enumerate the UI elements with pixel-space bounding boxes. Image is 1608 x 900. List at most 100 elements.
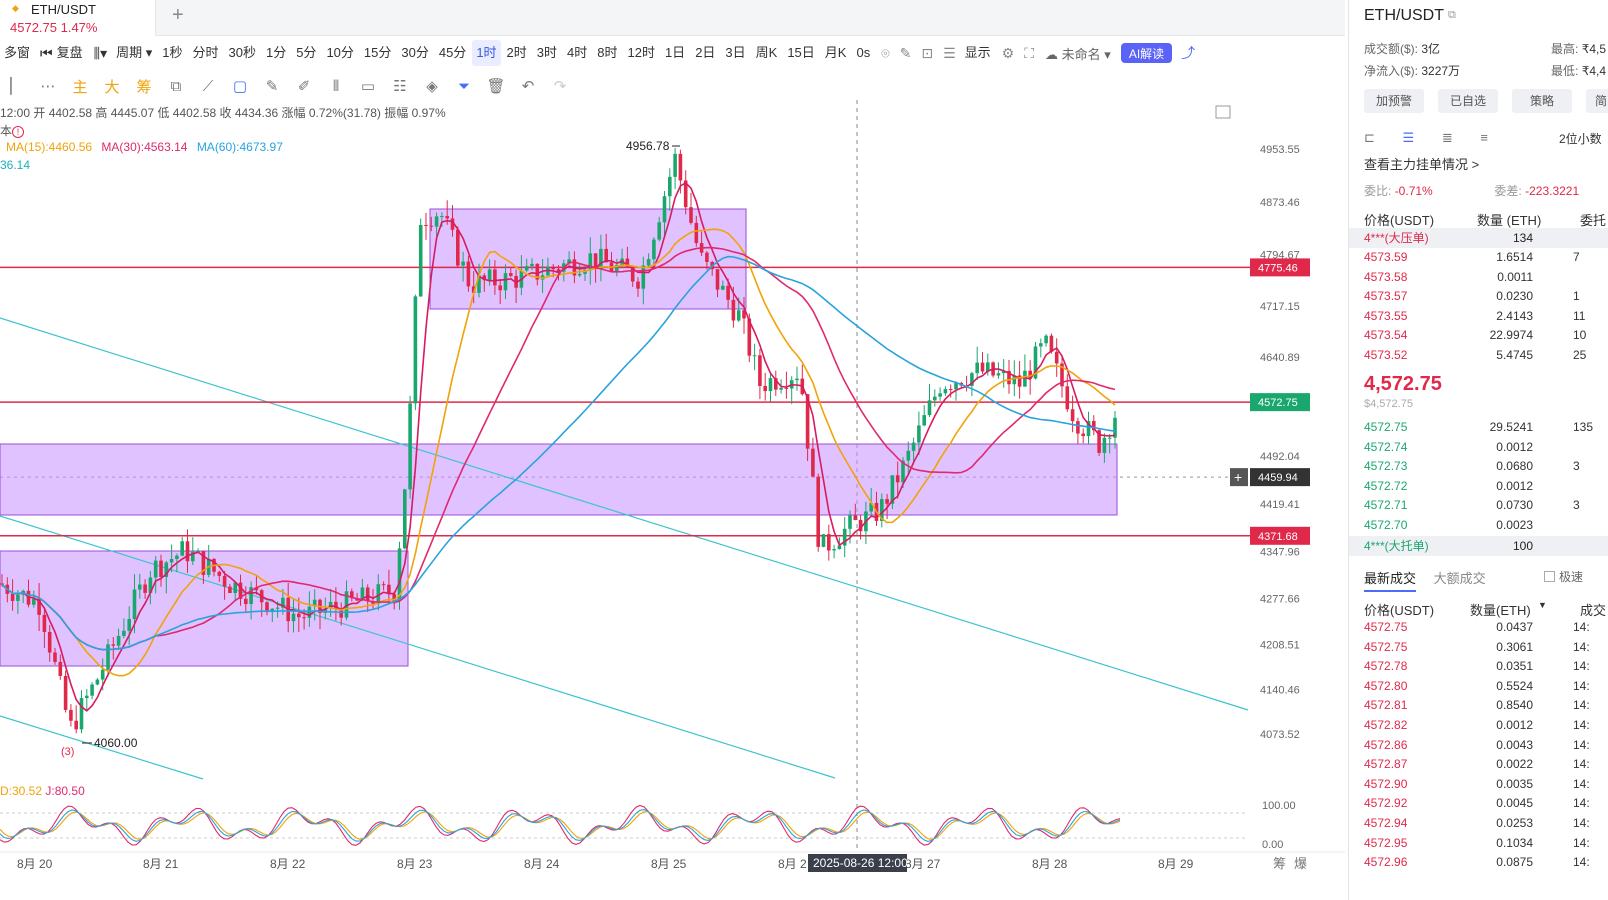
price-chart[interactable]: 4953.554873.464794.674717.154640.894492.… — [0, 0, 1345, 900]
list-item[interactable]: 4572.75 0.0437 14: — [1349, 618, 1608, 638]
interval-12[interactable]: 1时 — [472, 40, 501, 66]
indicator-chips[interactable]: 筹 — [136, 78, 152, 96]
list-item[interactable]: 4572.73 0.0680 3 — [1349, 457, 1608, 477]
book-bids-icon[interactable]: ≡ — [1480, 130, 1488, 145]
book-asks-icon[interactable]: ≣ — [1441, 130, 1453, 145]
trendline-upper[interactable] — [0, 317, 1249, 711]
interval-22[interactable]: 15日 — [787, 45, 815, 60]
interval-7[interactable]: 5分 — [296, 45, 317, 60]
note-icon[interactable]: ☷ — [393, 78, 407, 95]
list-item[interactable]: 4573.54 22.9974 10 — [1349, 326, 1608, 346]
book-split-icon[interactable]: ☰ — [1402, 130, 1415, 145]
copy-icon[interactable]: ⧉ — [1448, 9, 1456, 21]
chart-type-icon[interactable]: ⫼▾ — [93, 44, 108, 61]
indicator-main[interactable]: 主 — [72, 78, 88, 96]
list-item[interactable]: 4572.94 0.0253 14: — [1349, 814, 1608, 834]
settings-icon[interactable]: ⚙ — [1001, 44, 1015, 61]
indicator-large[interactable]: 大 — [104, 78, 120, 96]
interval-8[interactable]: 10分 — [326, 45, 354, 60]
share-icon[interactable]: ⤴ — [1181, 45, 1196, 61]
chips-icon[interactable]: 筹 — [1273, 856, 1286, 871]
interval-6[interactable]: 1分 — [265, 45, 287, 60]
compare-icon[interactable]: ⧉ — [170, 77, 182, 95]
list-item[interactable]: 4573.55 2.4143 11 — [1349, 307, 1608, 327]
list-item[interactable]: 4572.86 0.0043 14: — [1349, 736, 1608, 756]
interval-3[interactable]: 1秒 — [162, 45, 183, 60]
candles-icon[interactable]: ⫴ — [332, 77, 340, 95]
strategy-button[interactable]: 策略 — [1512, 89, 1572, 113]
interval-13[interactable]: 2时 — [506, 45, 527, 60]
crosshair-plus-icon[interactable]: + — [1234, 469, 1242, 485]
view-main-orders-link[interactable]: 查看主力挂单情况 > — [1364, 157, 1480, 172]
new-tab-plus-icon[interactable]: + — [172, 4, 184, 26]
ruler-icon[interactable]: ⟋ — [202, 77, 214, 95]
zone-box-upper[interactable] — [429, 208, 747, 310]
list-item[interactable]: 4572.80 0.5524 14: — [1349, 677, 1608, 697]
redo-icon[interactable]: ↷ — [553, 78, 567, 95]
list-icon[interactable]: ☰ — [943, 44, 956, 61]
collapse-icon[interactable]: ▏ — [10, 78, 22, 95]
tab-latest-trades[interactable]: 最新成交 — [1364, 571, 1417, 592]
list-item[interactable]: 4573.57 0.0230 1 — [1349, 287, 1608, 307]
list-item[interactable]: 4572.96 0.0875 14: — [1349, 853, 1608, 873]
layout-name-select[interactable]: ☁ 未命名 ▾ — [1045, 46, 1111, 62]
doc-icon[interactable]: ▭ — [360, 78, 376, 95]
fullscreen-icon[interactable]: ⛶ — [1024, 44, 1035, 61]
tab-eth-usdt[interactable]: ◆ ETH/USDT 4572.75 1.47% — [0, 0, 156, 36]
more-dots-icon[interactable]: ⋯ — [40, 78, 56, 95]
list-item[interactable]: 4572.75 29.5241 135 — [1349, 418, 1608, 438]
interval-2[interactable]: 周期 ▾ — [116, 45, 153, 60]
simple-button[interactable]: 简 — [1586, 89, 1608, 113]
list-item[interactable]: 4573.58 0.0011 — [1349, 268, 1608, 288]
list-item[interactable]: 4572.75 0.3061 14: — [1349, 638, 1608, 658]
liquidation-icon[interactable]: 爆 — [1294, 856, 1307, 871]
display-button[interactable]: 显示 — [964, 45, 991, 60]
undo-icon[interactable]: ↶ — [521, 78, 535, 95]
camera-icon[interactable]: ⌾ — [881, 44, 890, 61]
interval-24[interactable]: 0s — [856, 45, 871, 60]
interval-1[interactable]: 复盘 — [56, 45, 83, 60]
layout-icon[interactable]: ▢ — [232, 78, 248, 95]
decimals-select[interactable]: 2位小数 — [1559, 132, 1602, 146]
trash-icon[interactable]: 🗑 — [486, 78, 506, 95]
list-item[interactable]: 4572.71 0.0730 3 — [1349, 496, 1608, 516]
list-item[interactable]: 4573.52 5.4745 25 — [1349, 346, 1608, 366]
pencil-icon[interactable]: ✎ — [265, 78, 279, 95]
list-item[interactable]: 4572.95 0.1034 14: — [1349, 834, 1608, 854]
warning-icon[interactable]: ! — [12, 126, 25, 138]
interval-9[interactable]: 15分 — [363, 45, 392, 60]
interval-19[interactable]: 2日 — [695, 45, 716, 60]
list-item[interactable]: 4572.81 0.8540 14: — [1349, 696, 1608, 716]
interval-0[interactable]: 多窗 — [4, 45, 31, 60]
brush-icon[interactable]: ✐ — [297, 78, 311, 95]
pen-icon[interactable]: ✎ — [899, 44, 912, 61]
interval-20[interactable]: 3日 — [725, 45, 746, 60]
filter-icon[interactable]: ⏷ — [457, 77, 470, 95]
eraser-icon[interactable]: ◈ — [426, 78, 438, 95]
alert-button[interactable]: 加预警 — [1364, 89, 1424, 113]
expand-icon[interactable] — [1215, 105, 1231, 119]
sort-caret-icon[interactable]: ▼ — [1538, 600, 1547, 610]
interval-11[interactable]: 45分 — [438, 45, 467, 60]
list-item[interactable]: 4572.70 0.0023 — [1349, 516, 1608, 536]
interval-18[interactable]: 1日 — [664, 45, 686, 60]
interval-17[interactable]: 12时 — [627, 45, 655, 60]
interval-23[interactable]: 月K — [824, 45, 847, 60]
trendline-bottom[interactable] — [0, 715, 204, 780]
list-item[interactable]: 4572.78 0.0351 14: — [1349, 657, 1608, 677]
interval-14[interactable]: 3时 — [536, 45, 558, 60]
list-item[interactable]: 4573.59 1.6514 7 — [1349, 248, 1608, 268]
fast-checkbox[interactable]: 极速 — [1544, 568, 1583, 585]
big-ask-tag[interactable]: 4***(大压单) 134 — [1349, 228, 1608, 248]
list-item[interactable]: 4572.72 0.0012 — [1349, 477, 1608, 497]
book-both-icon[interactable]: ⊏ — [1364, 130, 1375, 145]
list-item[interactable]: 4572.82 0.0012 14: — [1349, 716, 1608, 736]
list-item[interactable]: 4572.74 0.0012 — [1349, 438, 1608, 458]
list-item[interactable]: 4572.92 0.0045 14: — [1349, 794, 1608, 814]
zone-box-middle[interactable] — [0, 443, 1118, 516]
interval-21[interactable]: 周K — [755, 45, 778, 60]
list-item[interactable]: 4572.90 0.0035 14: — [1349, 775, 1608, 795]
tab-large-trades[interactable]: 大额成交 — [1433, 571, 1486, 586]
watchlist-button[interactable]: 已自选 — [1438, 89, 1498, 113]
interval-5[interactable]: 30秒 — [228, 45, 256, 60]
